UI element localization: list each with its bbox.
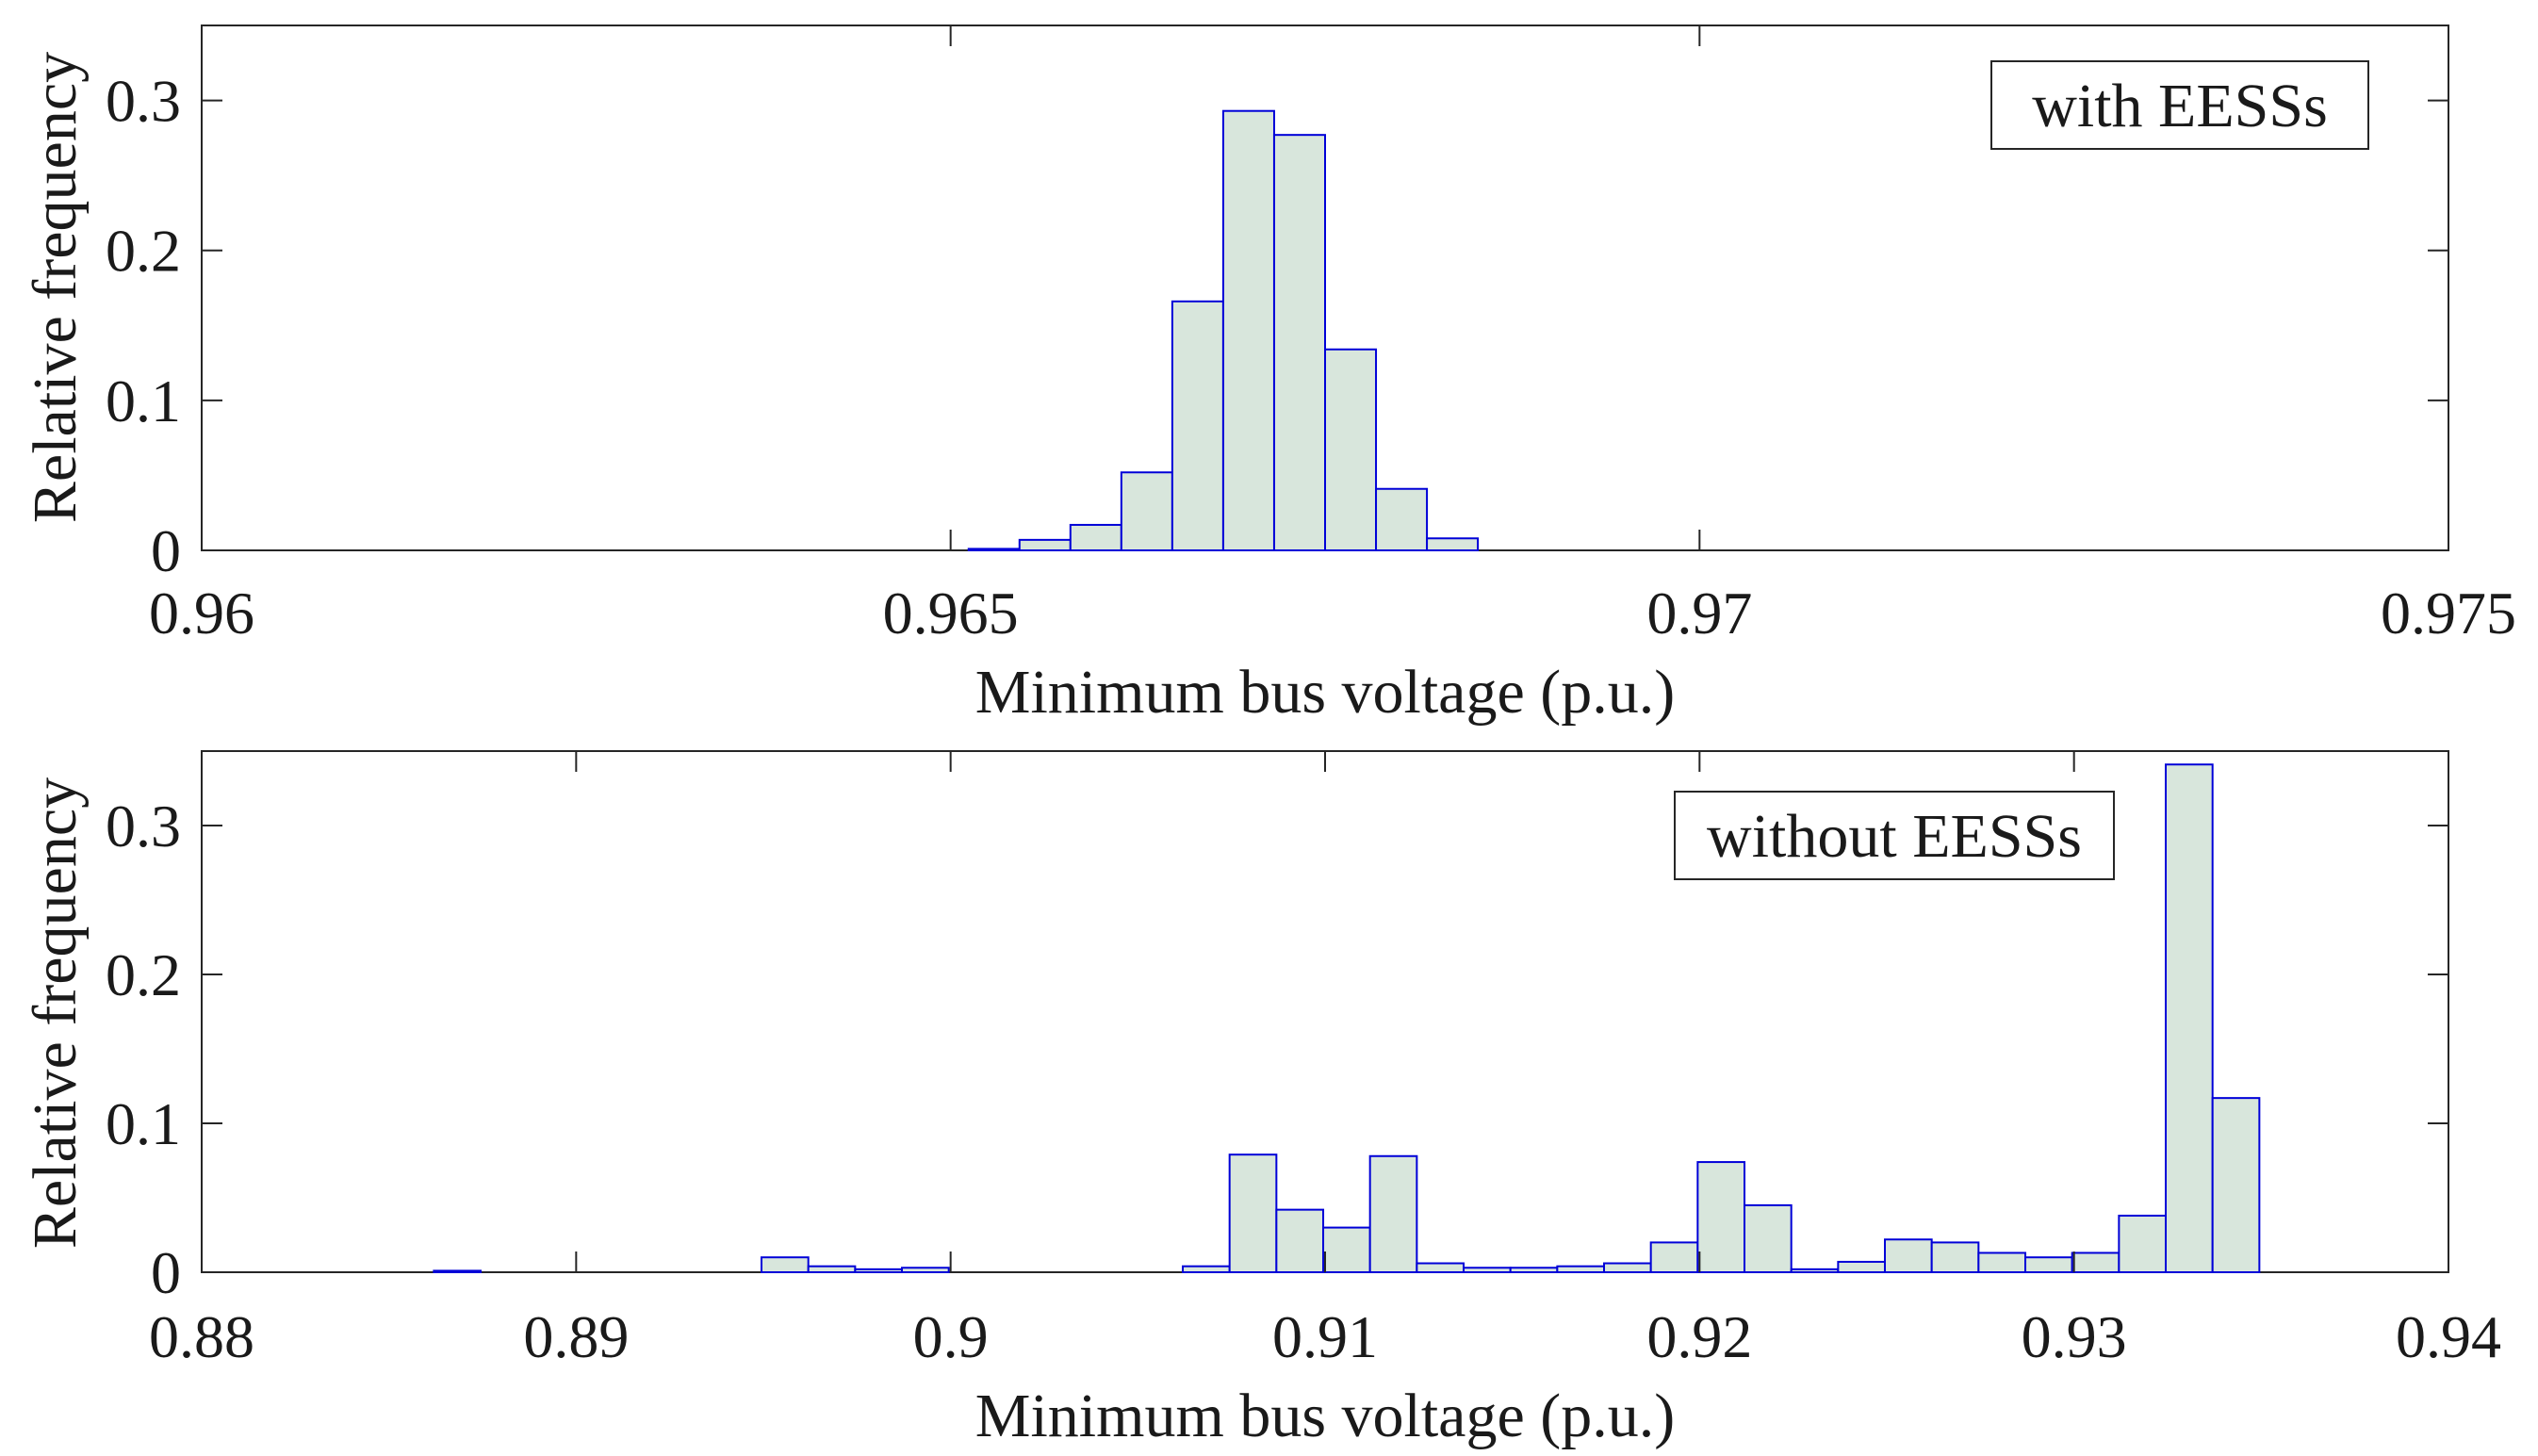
histogram-bar [1275, 1208, 1325, 1274]
histogram-bar [967, 548, 1021, 551]
y-tick-label: 0.1 [106, 368, 181, 434]
y-axis-label: Relative frequency [21, 777, 90, 1249]
x-tick-label: 0.93 [2022, 1303, 2127, 1370]
x-axis-label: Minimum bus voltage (p.u.) [975, 1382, 1675, 1450]
histogram-panel-with-eess: 0.96 0.965 0.97 0.975 0 0.1 0.2 0.3 Minimum bus… [21, 25, 2516, 727]
axis-ticks: 0.88 0.89 0.9 0.91 0.92 0.93 0.94 0 0.1 0.2 0.3 [106, 751, 2501, 1370]
x-tick-label: 0.94 [2396, 1303, 2501, 1370]
histogram-bar [1977, 1252, 2027, 1273]
histogram-bar [1649, 1241, 1699, 1274]
y-tick-label: 0 [151, 517, 181, 584]
y-tick-label: 0.2 [106, 218, 181, 285]
histogram-bar [1426, 537, 1480, 552]
legend-box [1674, 791, 2115, 880]
histogram-bar [1837, 1260, 1887, 1273]
histogram-bar [433, 1269, 483, 1274]
histogram-bar [1228, 1153, 1278, 1274]
histogram-bar [1884, 1238, 1933, 1273]
histogram-bar [2211, 1097, 2261, 1274]
histogram-bar [1171, 300, 1224, 551]
histogram-panel-without-eess: 0.88 0.89 0.9 0.91 0.92 0.93 0.94 0 0.1 0.2 0.3 Mi… [21, 750, 2501, 1450]
histogram-bar [2024, 1256, 2073, 1273]
histogram-bar [1696, 1161, 1746, 1273]
legend-box [1990, 60, 2369, 150]
legend-label: with EESSs [2032, 72, 2328, 140]
histogram-bar [1509, 1267, 1559, 1274]
histogram-bar [2118, 1214, 2168, 1273]
histogram-bar [807, 1265, 857, 1274]
histogram-bar [1069, 523, 1122, 552]
bar-series [967, 109, 1480, 552]
histogram-bar [1790, 1268, 1840, 1273]
x-tick-label: 0.975 [2381, 580, 2516, 646]
x-tick-label: 0.965 [883, 580, 1019, 646]
histogram-bar [2165, 763, 2214, 1273]
x-tick-label: 0.9 [913, 1303, 989, 1370]
x-axis-label: Minimum bus voltage (p.u.) [975, 658, 1675, 727]
histogram-bar [1603, 1262, 1652, 1274]
histogram-bar [1322, 1226, 1371, 1273]
y-tick-label: 0.2 [106, 941, 181, 1008]
histogram-bar [1221, 109, 1275, 552]
x-tick-label: 0.91 [1272, 1303, 1378, 1370]
legend: with EESSs [1990, 60, 2369, 150]
histogram-bar [2071, 1252, 2120, 1273]
histogram-bar [1324, 348, 1378, 551]
histogram-bar [854, 1268, 904, 1273]
x-tick-label: 0.96 [149, 580, 254, 646]
x-tick-label: 0.97 [1646, 580, 1752, 646]
histogram-bar [1120, 471, 1173, 551]
histogram-bar [1930, 1241, 1980, 1274]
x-tick-label: 0.88 [149, 1303, 254, 1370]
legend-label: without EESSs [1707, 802, 2082, 871]
x-tick-label: 0.92 [1646, 1303, 1752, 1370]
histogram-bar [1744, 1203, 1793, 1274]
bar-series [433, 763, 2261, 1274]
histogram-bar [1272, 134, 1326, 551]
y-tick-label: 0 [151, 1239, 181, 1306]
histogram-bar [1368, 1154, 1418, 1274]
histogram-bar [901, 1267, 950, 1274]
histogram-bar [1416, 1262, 1465, 1274]
y-tick-label: 0.3 [106, 793, 181, 859]
histogram-bar [1182, 1265, 1231, 1274]
y-tick-label: 0.1 [106, 1090, 181, 1157]
histogram-bar [761, 1256, 810, 1273]
x-tick-label: 0.89 [523, 1303, 629, 1370]
histogram-bar [1018, 538, 1072, 551]
legend: without EESSs [1674, 791, 2115, 880]
y-axis-label: Relative frequency [21, 52, 90, 523]
histogram-bar [1375, 487, 1429, 551]
histogram-bar [1556, 1265, 1606, 1274]
y-tick-label: 0.3 [106, 68, 181, 135]
axis-ticks: 0.96 0.965 0.97 0.975 0 0.1 0.2 0.3 [106, 25, 2516, 646]
histogram-bar [1463, 1267, 1512, 1274]
